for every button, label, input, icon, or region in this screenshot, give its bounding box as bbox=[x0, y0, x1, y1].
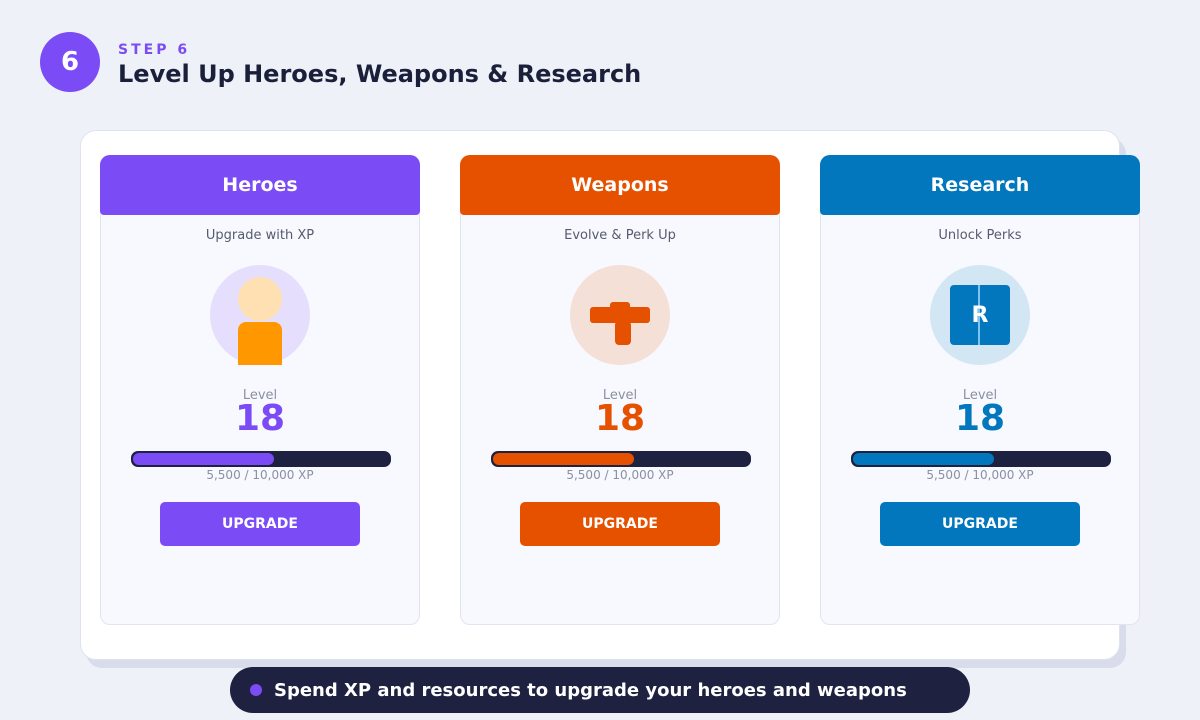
level-label: Level bbox=[242, 388, 278, 403]
xp-fill bbox=[493, 453, 634, 465]
level-value: 18 bbox=[954, 398, 1006, 439]
xp-text: 5,500 / 10,000 XP bbox=[926, 468, 1034, 482]
xp-track bbox=[491, 451, 751, 467]
icon-hammer-handle bbox=[615, 321, 631, 345]
step-label: STEP 6 bbox=[118, 42, 191, 58]
card-icon bbox=[570, 265, 670, 365]
bullet bbox=[250, 684, 262, 696]
icon-body bbox=[238, 322, 282, 365]
step-badge: 6 bbox=[40, 32, 100, 92]
level-value: 18 bbox=[234, 398, 286, 439]
footer-banner: Spend XP and resources to upgrade your h… bbox=[230, 667, 970, 713]
xp-fill bbox=[853, 453, 994, 465]
level-value: 18 bbox=[594, 398, 646, 439]
xp-text: 5,500 / 10,000 XP bbox=[566, 468, 674, 482]
card-icon bbox=[210, 265, 310, 365]
upgrade-button[interactable]: UPGRADE bbox=[520, 502, 720, 546]
upgrade-button[interactable]: UPGRADE bbox=[880, 502, 1080, 546]
xp-track bbox=[851, 451, 1111, 467]
xp-fill bbox=[133, 453, 274, 465]
card-subtitle: Upgrade with XP bbox=[205, 228, 315, 243]
card-header: Weapons bbox=[460, 155, 780, 215]
card-icon: R bbox=[930, 265, 1030, 365]
card-subtitle: Unlock Perks bbox=[938, 228, 1022, 243]
level-label: Level bbox=[602, 388, 638, 403]
card: Heroes Upgrade with XP Level 18 5,500 / 10,0… bbox=[100, 155, 420, 625]
card: Weapons Evolve & Perk Up Level 18 5,500 / 10… bbox=[460, 155, 780, 625]
icon-text: R bbox=[972, 303, 989, 328]
card: Research Unlock Perks R Level 18 5,500 / 10,0… bbox=[820, 155, 1140, 625]
icon-head bbox=[238, 277, 282, 321]
upgrade-button[interactable]: UPGRADE bbox=[160, 502, 360, 546]
xp-track bbox=[131, 451, 391, 467]
card-header: Heroes bbox=[100, 155, 420, 215]
card-subtitle: Evolve & Perk Up bbox=[564, 228, 676, 243]
icon-hammer-head bbox=[590, 307, 650, 323]
footer-text: Spend XP and resources to upgrade your h… bbox=[274, 679, 907, 701]
card-header: Research bbox=[820, 155, 1140, 215]
level-label: Level bbox=[962, 388, 998, 403]
icon-hammer-top bbox=[610, 302, 630, 310]
step-title: Level Up Heroes, Weapons & Research bbox=[118, 60, 642, 88]
xp-text: 5,500 / 10,000 XP bbox=[206, 468, 314, 482]
